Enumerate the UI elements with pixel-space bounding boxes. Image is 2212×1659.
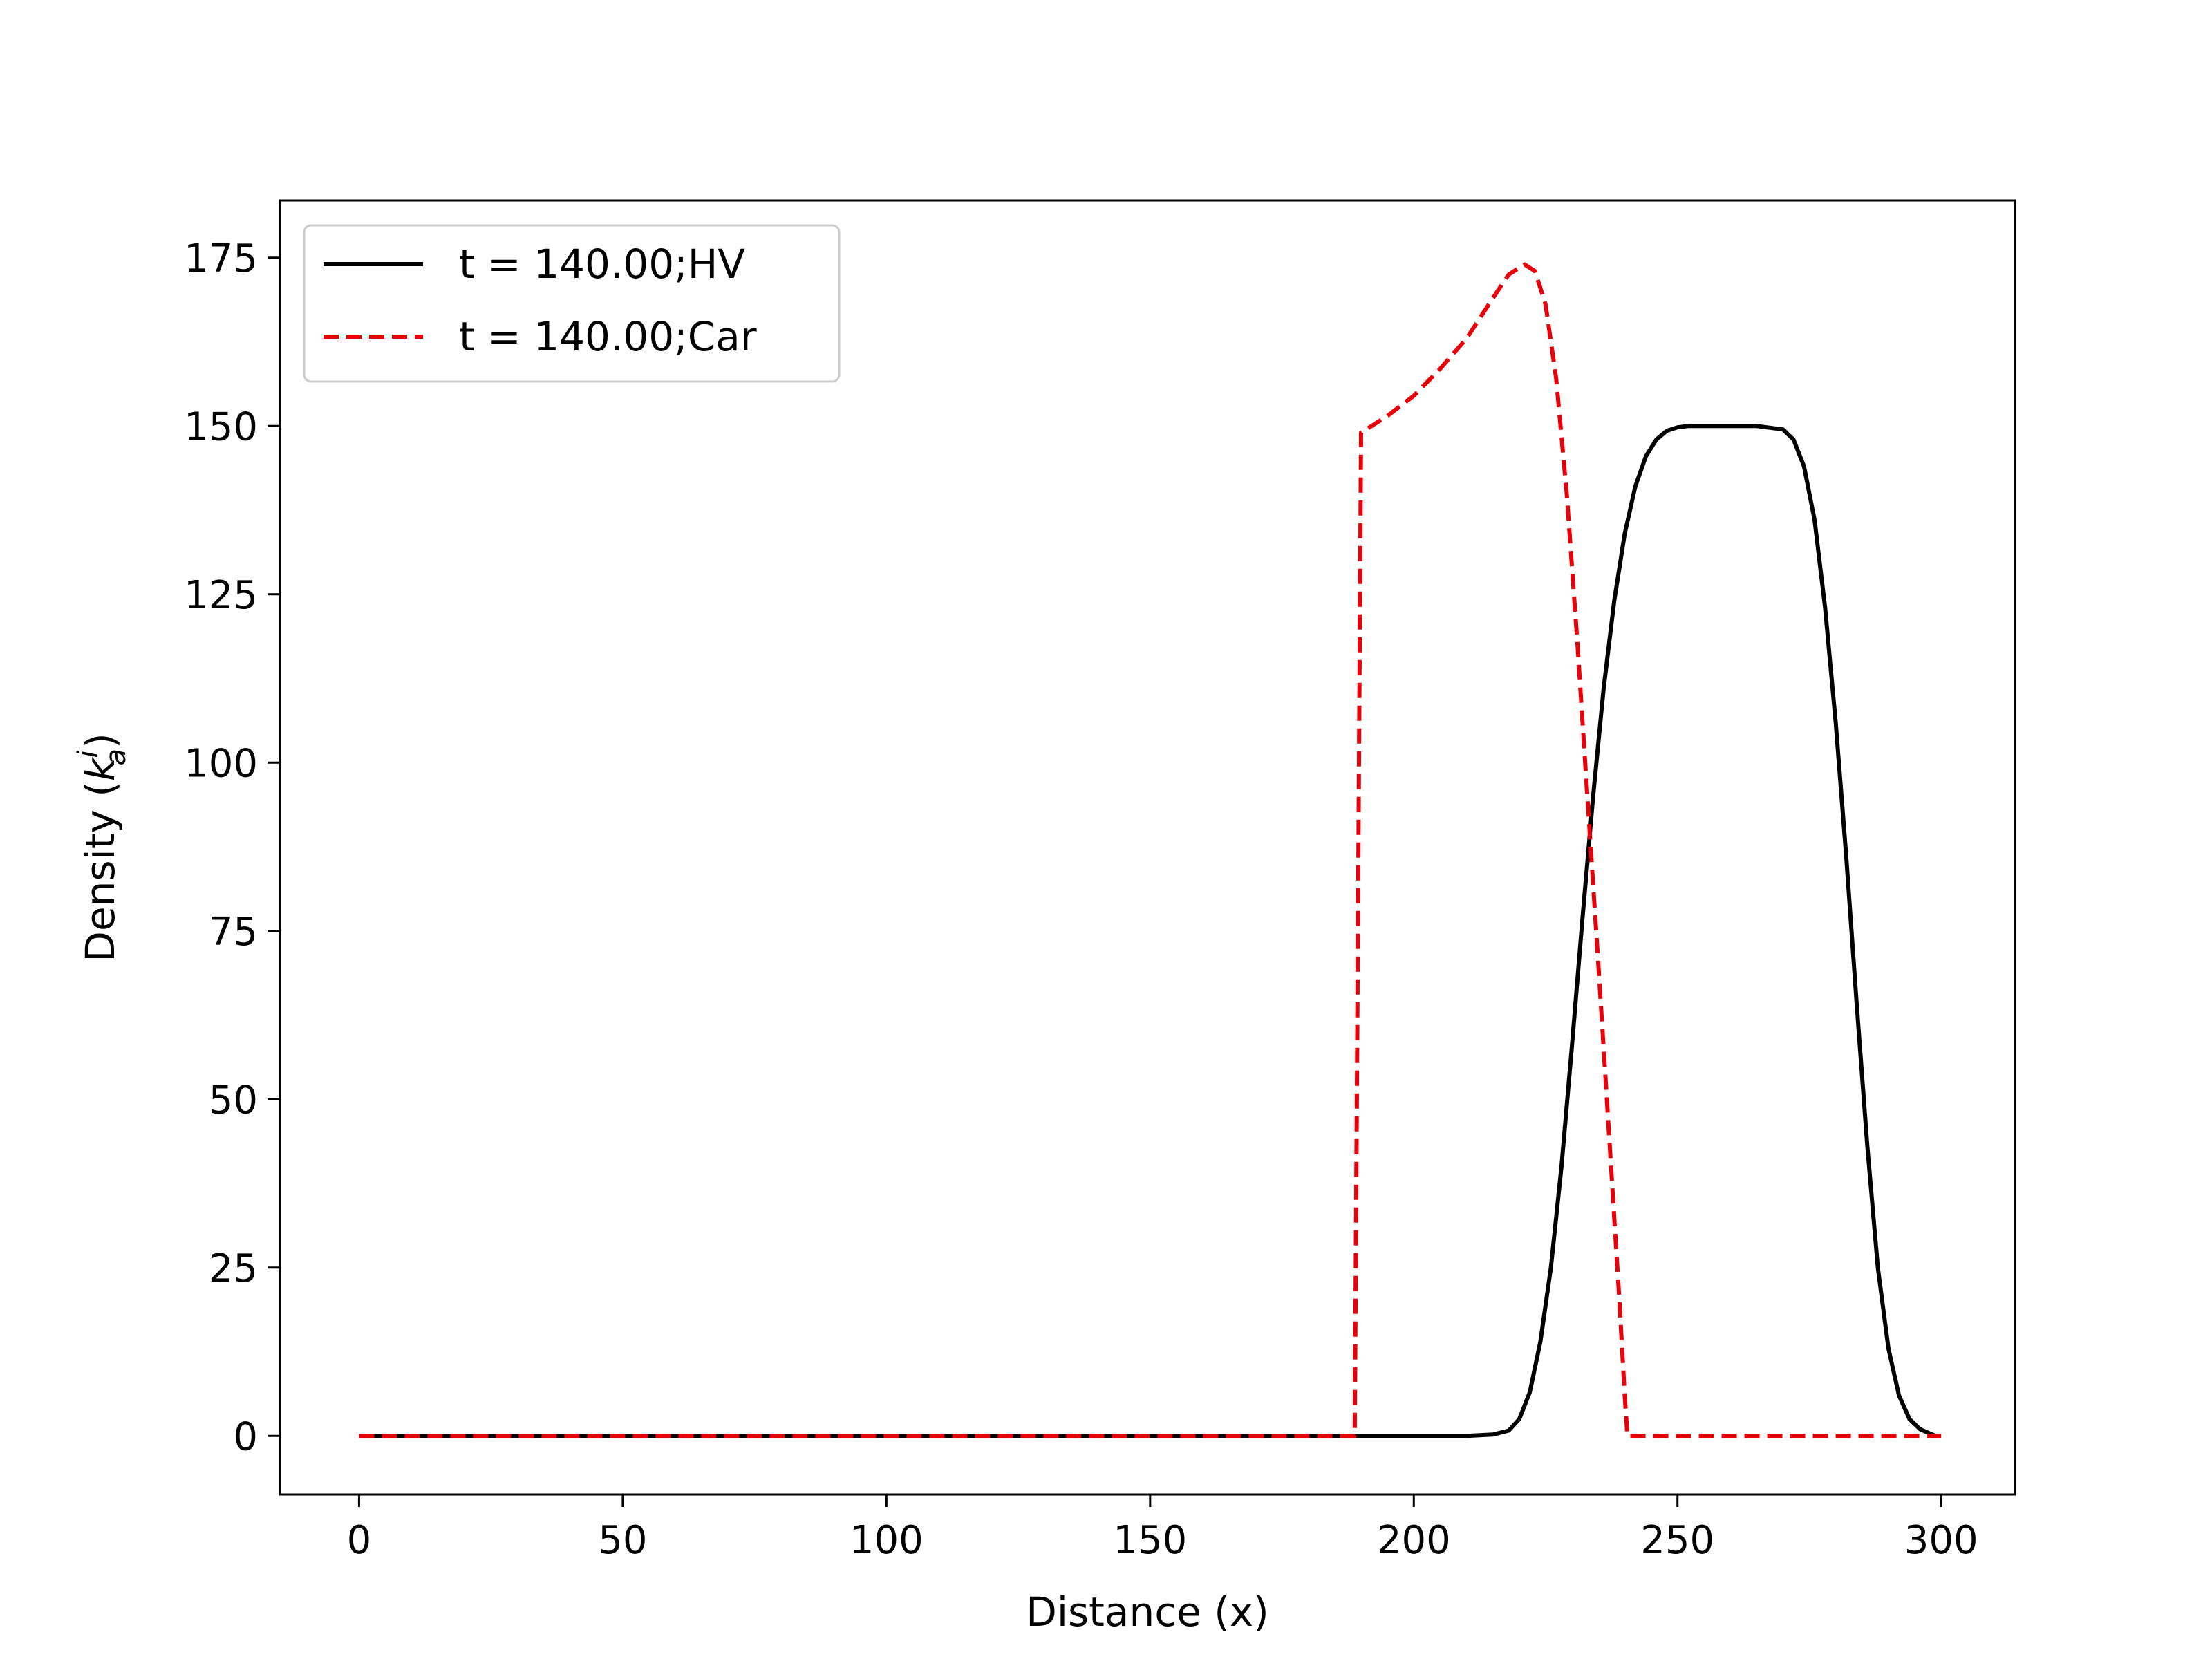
x-axis-label: Distance (x) [1026, 1588, 1269, 1635]
series-line-hv [359, 424, 1937, 1438]
y-axis-label: Density (kia) [73, 733, 132, 962]
x-tick-label: 200 [1377, 1518, 1451, 1563]
x-tick-label: 150 [1113, 1518, 1187, 1563]
series-layer [359, 262, 1942, 1438]
y-tick-label: 50 [209, 1078, 258, 1123]
x-tick-label: 50 [598, 1518, 647, 1563]
x-tick-label: 250 [1640, 1518, 1714, 1563]
legend: t = 140.00;HV t = 140.00;Car [303, 224, 841, 383]
y-tick-label: 75 [209, 910, 258, 955]
x-tick-label: 0 [347, 1518, 372, 1563]
x-tick-label: 100 [850, 1518, 924, 1563]
x-tick-label: 300 [1904, 1518, 1978, 1563]
x-axis-ticks: 0 50 100 150 200 250 300 [347, 1494, 1978, 1563]
legend-label: t = 140.00;HV [459, 241, 745, 288]
y-tick-label: 25 [209, 1246, 258, 1291]
y-tick-label: 0 [233, 1414, 258, 1459]
series-line-car [359, 262, 1942, 1438]
y-axis-ticks: 0 25 50 75 100 125 150 175 [184, 236, 280, 1459]
y-tick-label: 125 [184, 573, 258, 618]
legend-label: t = 140.00;Car [459, 313, 757, 360]
y-tick-label: 100 [184, 741, 258, 786]
y-tick-label: 150 [184, 404, 258, 449]
y-tick-label: 175 [184, 236, 258, 281]
plot-frame [279, 199, 2016, 1496]
legend-box [303, 224, 841, 383]
